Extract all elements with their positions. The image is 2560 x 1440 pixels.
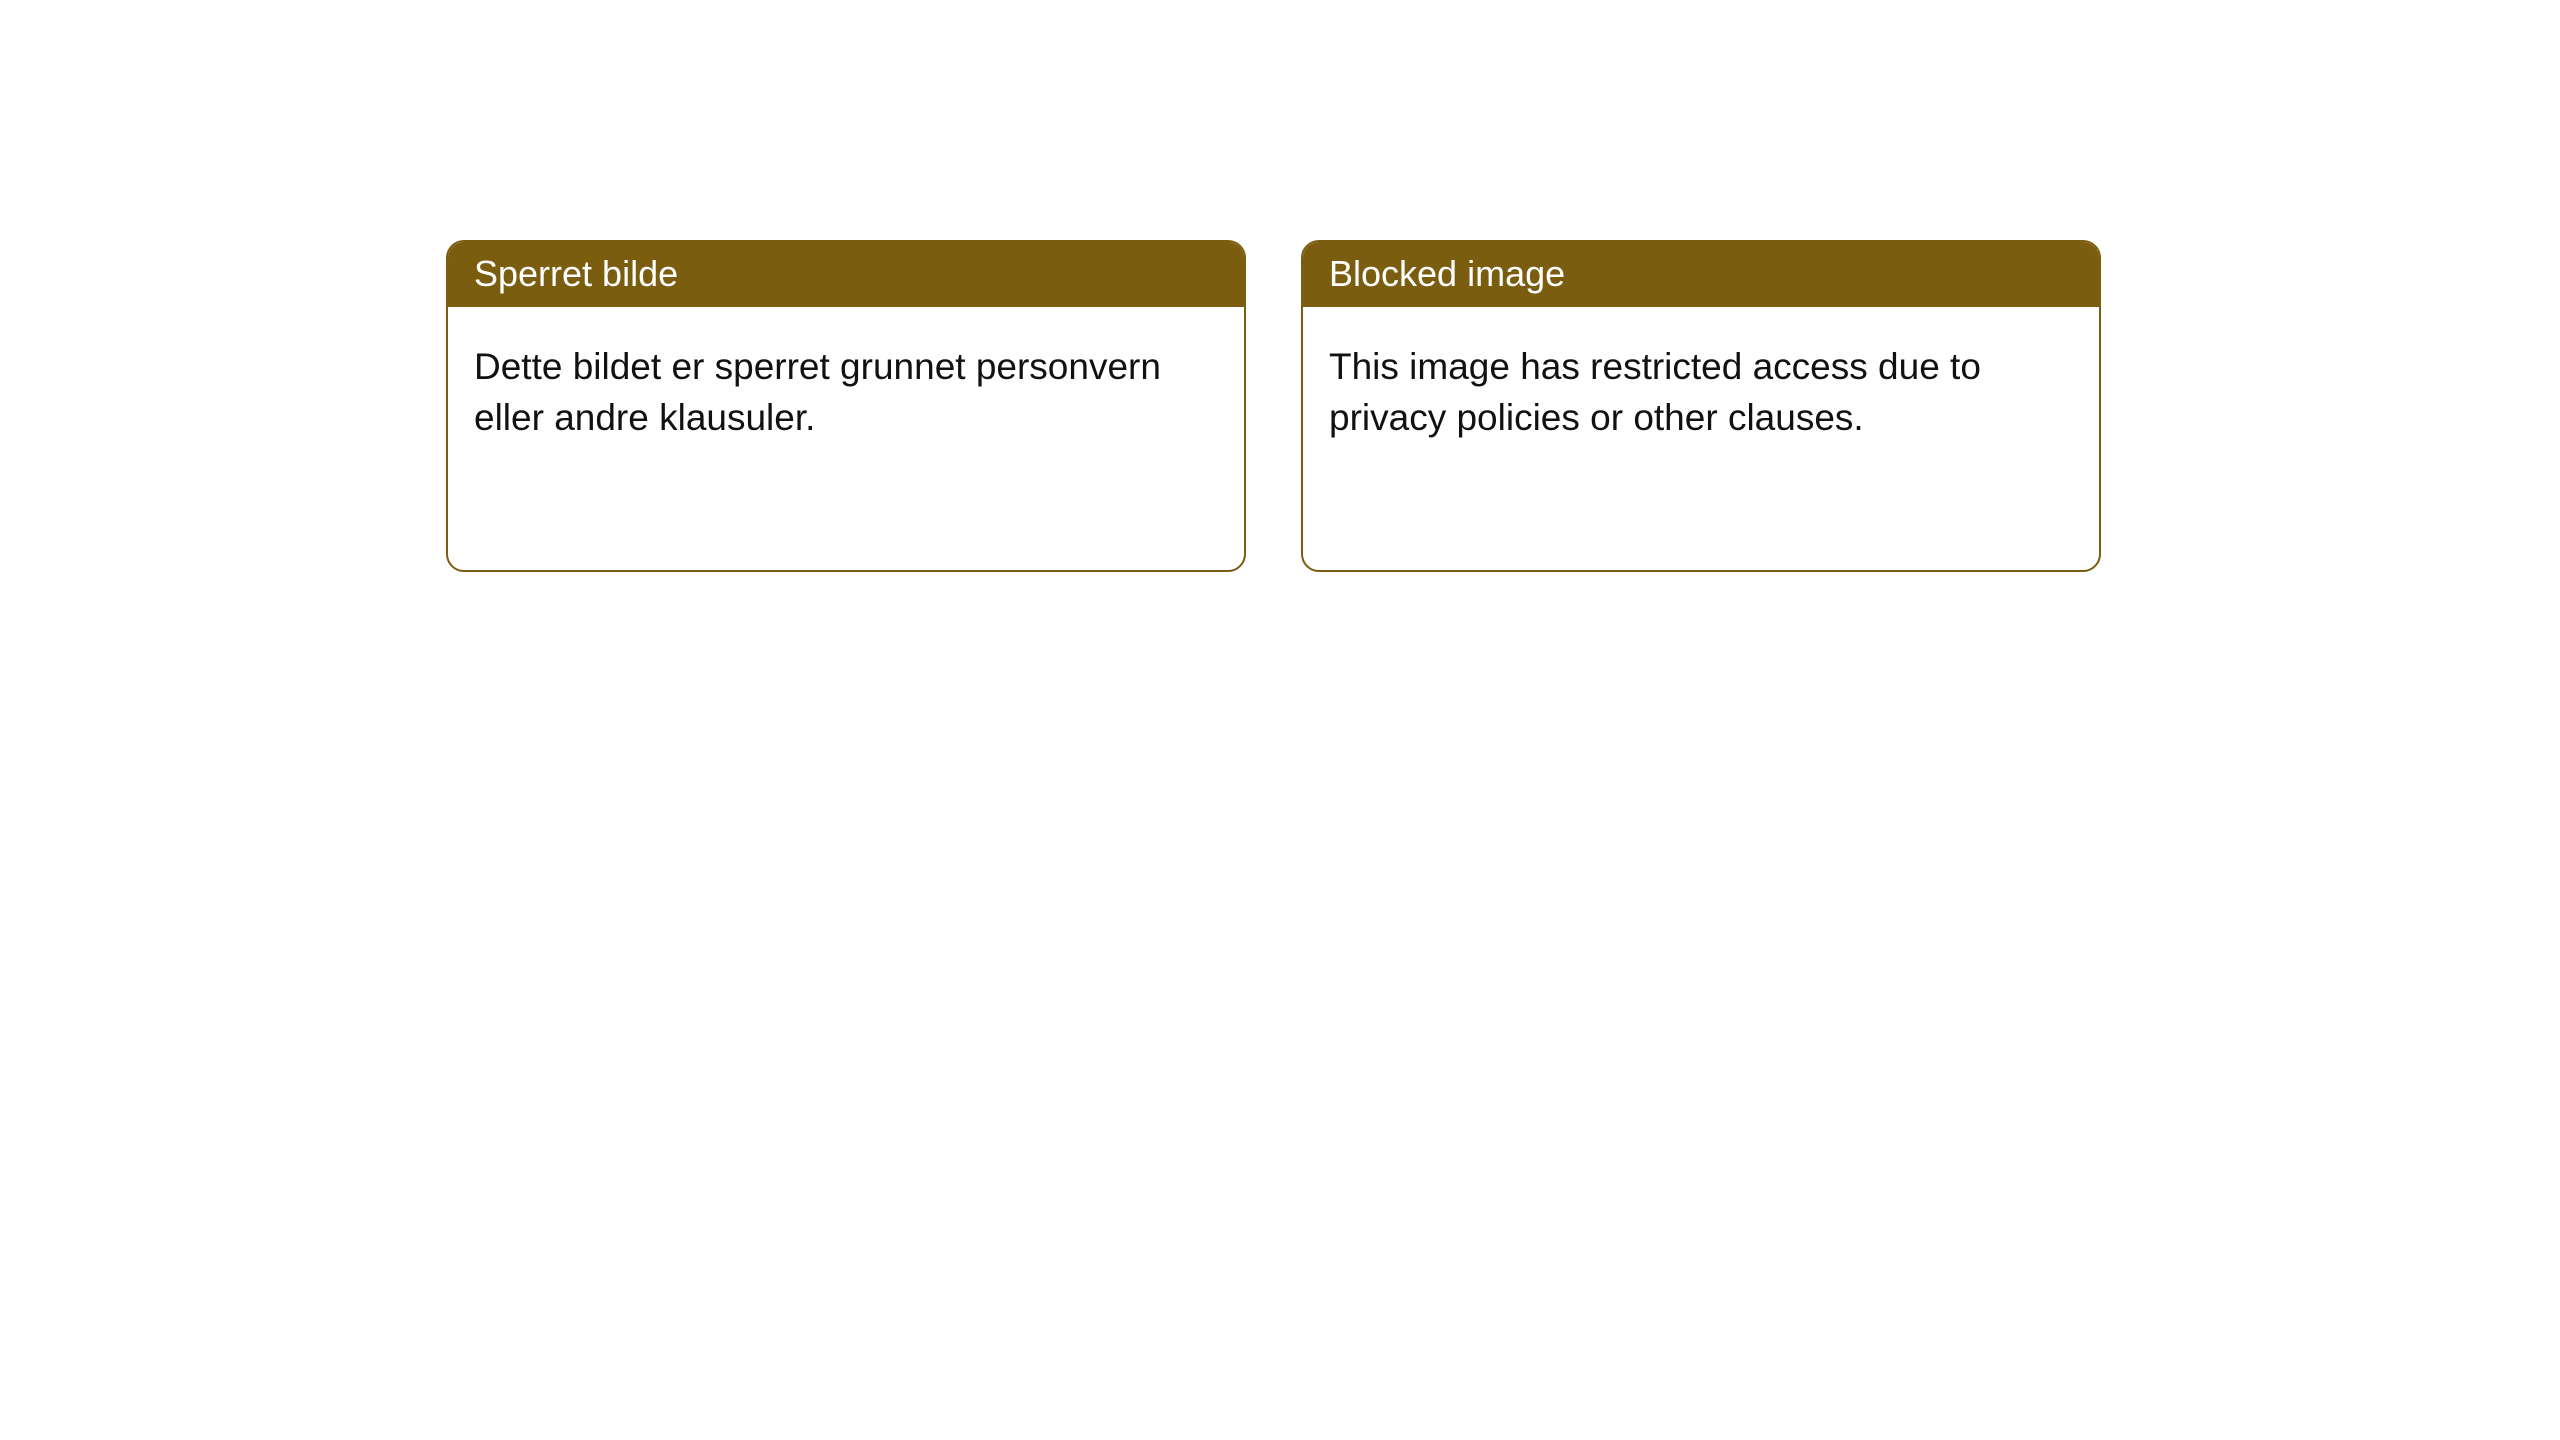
blocked-image-card-no: Sperret bilde Dette bildet er sperret gr…: [446, 240, 1246, 572]
card-header-en: Blocked image: [1303, 242, 2099, 307]
notice-container: Sperret bilde Dette bildet er sperret gr…: [0, 0, 2560, 572]
card-header-no: Sperret bilde: [448, 242, 1244, 307]
card-body-en: This image has restricted access due to …: [1303, 307, 2099, 469]
blocked-image-card-en: Blocked image This image has restricted …: [1301, 240, 2101, 572]
card-body-no: Dette bildet er sperret grunnet personve…: [448, 307, 1244, 469]
